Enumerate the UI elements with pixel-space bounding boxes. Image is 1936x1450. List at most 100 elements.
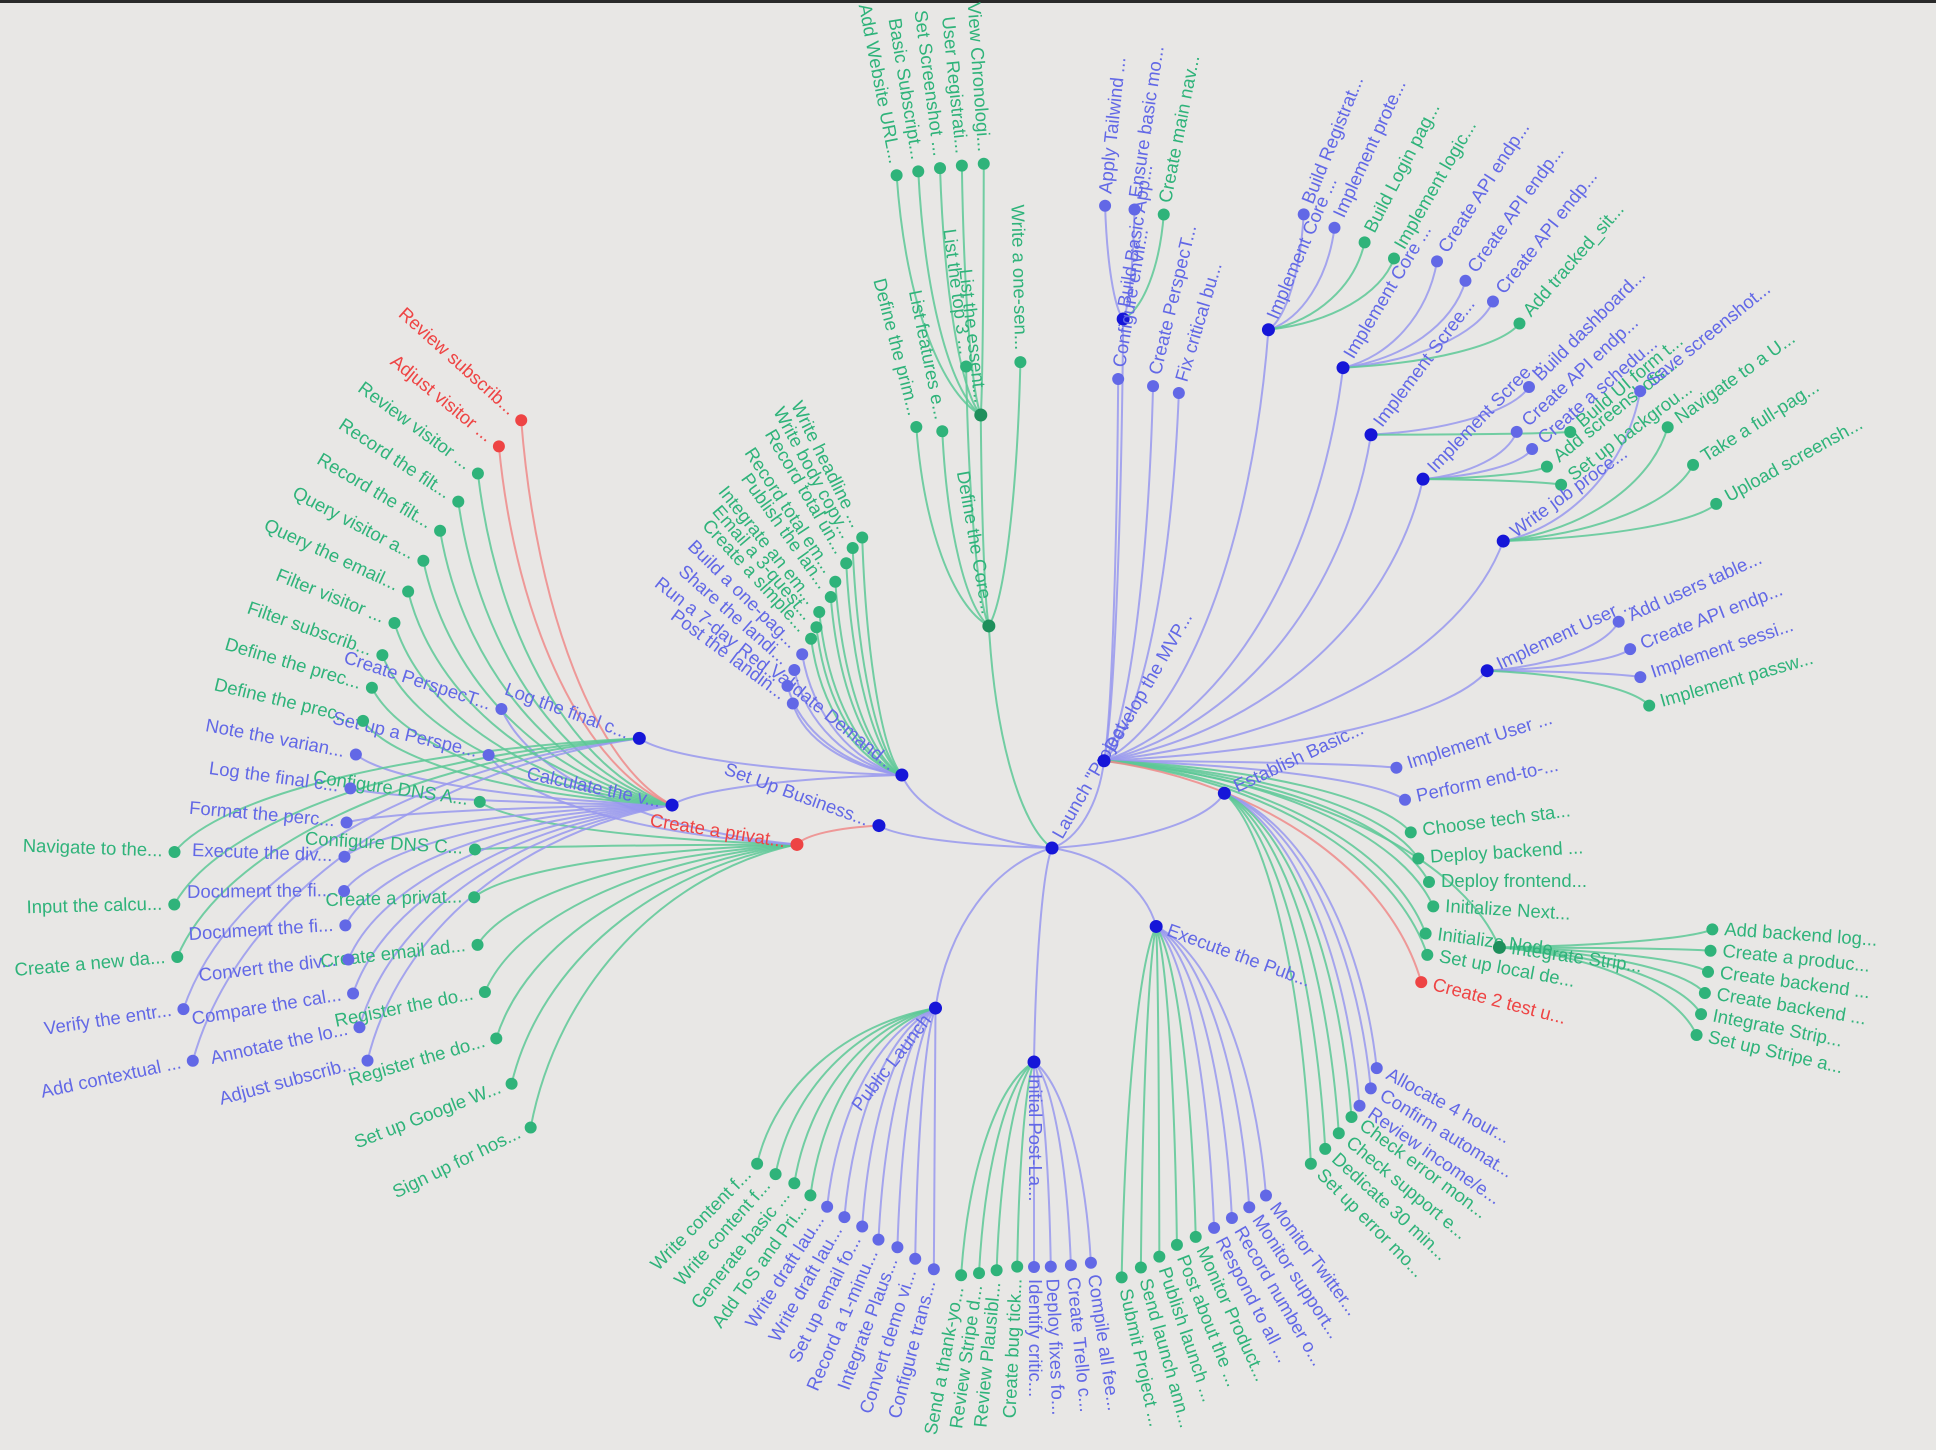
group-node-6-4-dot[interactable]	[1011, 1260, 1024, 1273]
group-node-1-7-dot[interactable]	[810, 621, 823, 634]
group-node-6-3[interactable]: Identify critic...	[1025, 1261, 1046, 1397]
leaf-node-1-0-3-dot[interactable]	[342, 953, 355, 966]
group-node-7-10-dot[interactable]	[751, 1157, 764, 1170]
branch-node-4[interactable]: Establish Basic...	[1217, 718, 1367, 800]
group-node-3-7-dot[interactable]	[1416, 472, 1430, 486]
group-node-6-1-dot[interactable]	[1064, 1259, 1077, 1272]
leaf-node-3-0-1-dot[interactable]	[1128, 203, 1141, 216]
group-node-6-6-dot[interactable]	[973, 1267, 986, 1280]
leaf-node-3-8-2-dot[interactable]	[1687, 458, 1700, 471]
group-node-3-2-dot[interactable]	[1147, 380, 1160, 393]
leaf-node-0-0-8-dot[interactable]	[482, 748, 495, 761]
leaf-node-3-5-1-dot[interactable]	[1459, 274, 1472, 287]
group-node-5-5-dot[interactable]	[1170, 1238, 1183, 1251]
group-node-1-5-dot[interactable]	[796, 648, 809, 661]
leaf-node-1-0-2-dot[interactable]	[347, 987, 360, 1000]
group-node-3-8-dot[interactable]	[1496, 534, 1510, 548]
leaf-node-1-0-0-dot[interactable]	[361, 1054, 374, 1067]
leaf-node-1-0-16-dot[interactable]	[434, 524, 447, 537]
branch-node-6[interactable]: Initial Post-La...	[1025, 1055, 1046, 1202]
branch-node-5[interactable]: Execute the Pub...	[1149, 919, 1314, 991]
branch-node-2-dot[interactable]	[982, 619, 996, 633]
leaf-node-1-0-4-dot[interactable]	[339, 919, 352, 932]
group-node-7-0-dot[interactable]	[927, 1263, 940, 1276]
leaf-node-1-0-14-dot[interactable]	[402, 585, 415, 598]
leaf-node-2-2-2-dot[interactable]	[934, 162, 947, 175]
leaf-node-0-0-2-dot[interactable]	[490, 1032, 503, 1045]
group-node-4-6-dot[interactable]	[1304, 1157, 1317, 1170]
branch-node-0-dot[interactable]	[872, 819, 886, 833]
group-node-2-3-dot[interactable]	[960, 360, 973, 373]
group-node-7-8-dot[interactable]	[788, 1177, 801, 1190]
group-node-3-13[interactable]: Deploy backend ...	[1412, 836, 1584, 867]
group-node-2-1-dot[interactable]	[936, 425, 949, 438]
leaf-node-0-0-9-dot[interactable]	[495, 702, 508, 715]
leaf-node-1-0-13-dot[interactable]	[388, 616, 401, 629]
group-node-3-6-dot[interactable]	[1364, 428, 1378, 442]
leaf-node-1-1-3-dot[interactable]	[168, 898, 181, 911]
leaf-node-3-9-0-dot[interactable]	[1612, 615, 1625, 628]
group-node-6-3-dot[interactable]	[1028, 1261, 1040, 1273]
group-node-6-7-dot[interactable]	[955, 1269, 968, 1282]
group-node-1-3-dot[interactable]	[781, 679, 794, 692]
leaf-node-3-0-2-dot[interactable]	[1157, 208, 1170, 221]
leaf-node-1-1-4[interactable]: Navigate to the...	[22, 835, 181, 861]
group-node-3-11-dot[interactable]	[1398, 793, 1411, 806]
leaf-node-1-0-9-dot[interactable]	[349, 748, 362, 761]
group-node-5-0-dot[interactable]	[1259, 1189, 1272, 1202]
leaf-node-3-17-0-dot[interactable]	[1706, 923, 1719, 936]
branch-node-1-dot[interactable]	[895, 768, 909, 782]
branch-node-7-dot[interactable]	[928, 1001, 942, 1015]
group-node-1-1-dot[interactable]	[632, 731, 646, 745]
leaf-node-1-0-11-dot[interactable]	[365, 681, 378, 694]
leaf-node-1-0-8-dot[interactable]	[344, 782, 357, 795]
leaf-node-1-0-10-dot[interactable]	[357, 714, 370, 727]
group-node-3-14-dot[interactable]	[1423, 876, 1435, 888]
group-node-5-6-dot[interactable]	[1153, 1250, 1166, 1263]
leaf-node-3-0-0[interactable]: Apply Tailwind ...	[1094, 56, 1130, 212]
branch-node-4-dot[interactable]	[1217, 786, 1231, 800]
leaf-node-0-0-4[interactable]: Create email ad...	[319, 934, 484, 971]
leaf-node-3-17-3-dot[interactable]	[1698, 987, 1711, 1000]
leaf-node-1-0-18-dot[interactable]	[471, 467, 484, 480]
leaf-node-0-0-3-dot[interactable]	[478, 986, 491, 999]
group-node-5-1-dot[interactable]	[1243, 1201, 1256, 1214]
leaf-node-0-0-7-dot[interactable]	[473, 795, 486, 808]
leaf-node-1-0-1-dot[interactable]	[353, 1021, 366, 1034]
leaf-node-3-5-2-dot[interactable]	[1486, 295, 1499, 308]
leaf-node-1-0-5-dot[interactable]	[338, 885, 351, 898]
leaf-node-1-0-12-dot[interactable]	[376, 649, 389, 662]
leaf-node-2-2-3-dot[interactable]	[955, 159, 968, 172]
group-node-4-4-dot[interactable]	[1332, 1127, 1345, 1140]
branch-node-5-dot[interactable]	[1149, 919, 1163, 933]
leaf-node-3-7-0-dot[interactable]	[1510, 425, 1523, 438]
leaf-node-0-0-1-dot[interactable]	[505, 1077, 518, 1090]
branch-node-1[interactable]: Validate Demand...	[766, 660, 909, 782]
group-node-5-3-dot[interactable]	[1208, 1221, 1221, 1234]
leaf-node-0-0-0-dot[interactable]	[524, 1121, 537, 1134]
leaf-node-3-4-3-dot[interactable]	[1388, 252, 1400, 265]
group-node-5-8-dot[interactable]	[1115, 1271, 1128, 1284]
group-node-2-0-dot[interactable]	[910, 420, 923, 433]
leaf-node-3-4-2-dot[interactable]	[1358, 236, 1371, 249]
leaf-node-1-0-6[interactable]: Execute the div...	[192, 839, 351, 865]
group-node-3-3-dot[interactable]	[1172, 387, 1185, 400]
group-node-1-11-dot[interactable]	[840, 557, 853, 570]
group-node-4-3-dot[interactable]	[1345, 1110, 1358, 1123]
leaf-node-2-2-1-dot[interactable]	[912, 165, 925, 178]
leaf-node-1-1-2-dot[interactable]	[171, 950, 184, 963]
leaf-node-2-2-0-dot[interactable]	[890, 169, 903, 182]
leaf-node-3-17-1-dot[interactable]	[1704, 944, 1717, 957]
leaf-node-1-1-1[interactable]: Verify the entr...	[43, 999, 190, 1039]
group-node-3-9-dot[interactable]	[1480, 664, 1494, 678]
group-node-4-1-dot[interactable]	[1364, 1082, 1377, 1095]
group-node-7-4-dot[interactable]	[856, 1220, 869, 1233]
group-node-7-3-dot[interactable]	[872, 1233, 885, 1246]
group-node-3-17-dot[interactable]	[1492, 940, 1506, 954]
leaf-node-1-0-3[interactable]: Convert the div...	[197, 949, 355, 985]
leaf-node-1-1-1-dot[interactable]	[177, 1003, 190, 1016]
group-node-1-10-dot[interactable]	[829, 575, 842, 588]
group-node-3-19-dot[interactable]	[1415, 976, 1428, 989]
leaf-node-3-9-2-dot[interactable]	[1634, 671, 1647, 684]
